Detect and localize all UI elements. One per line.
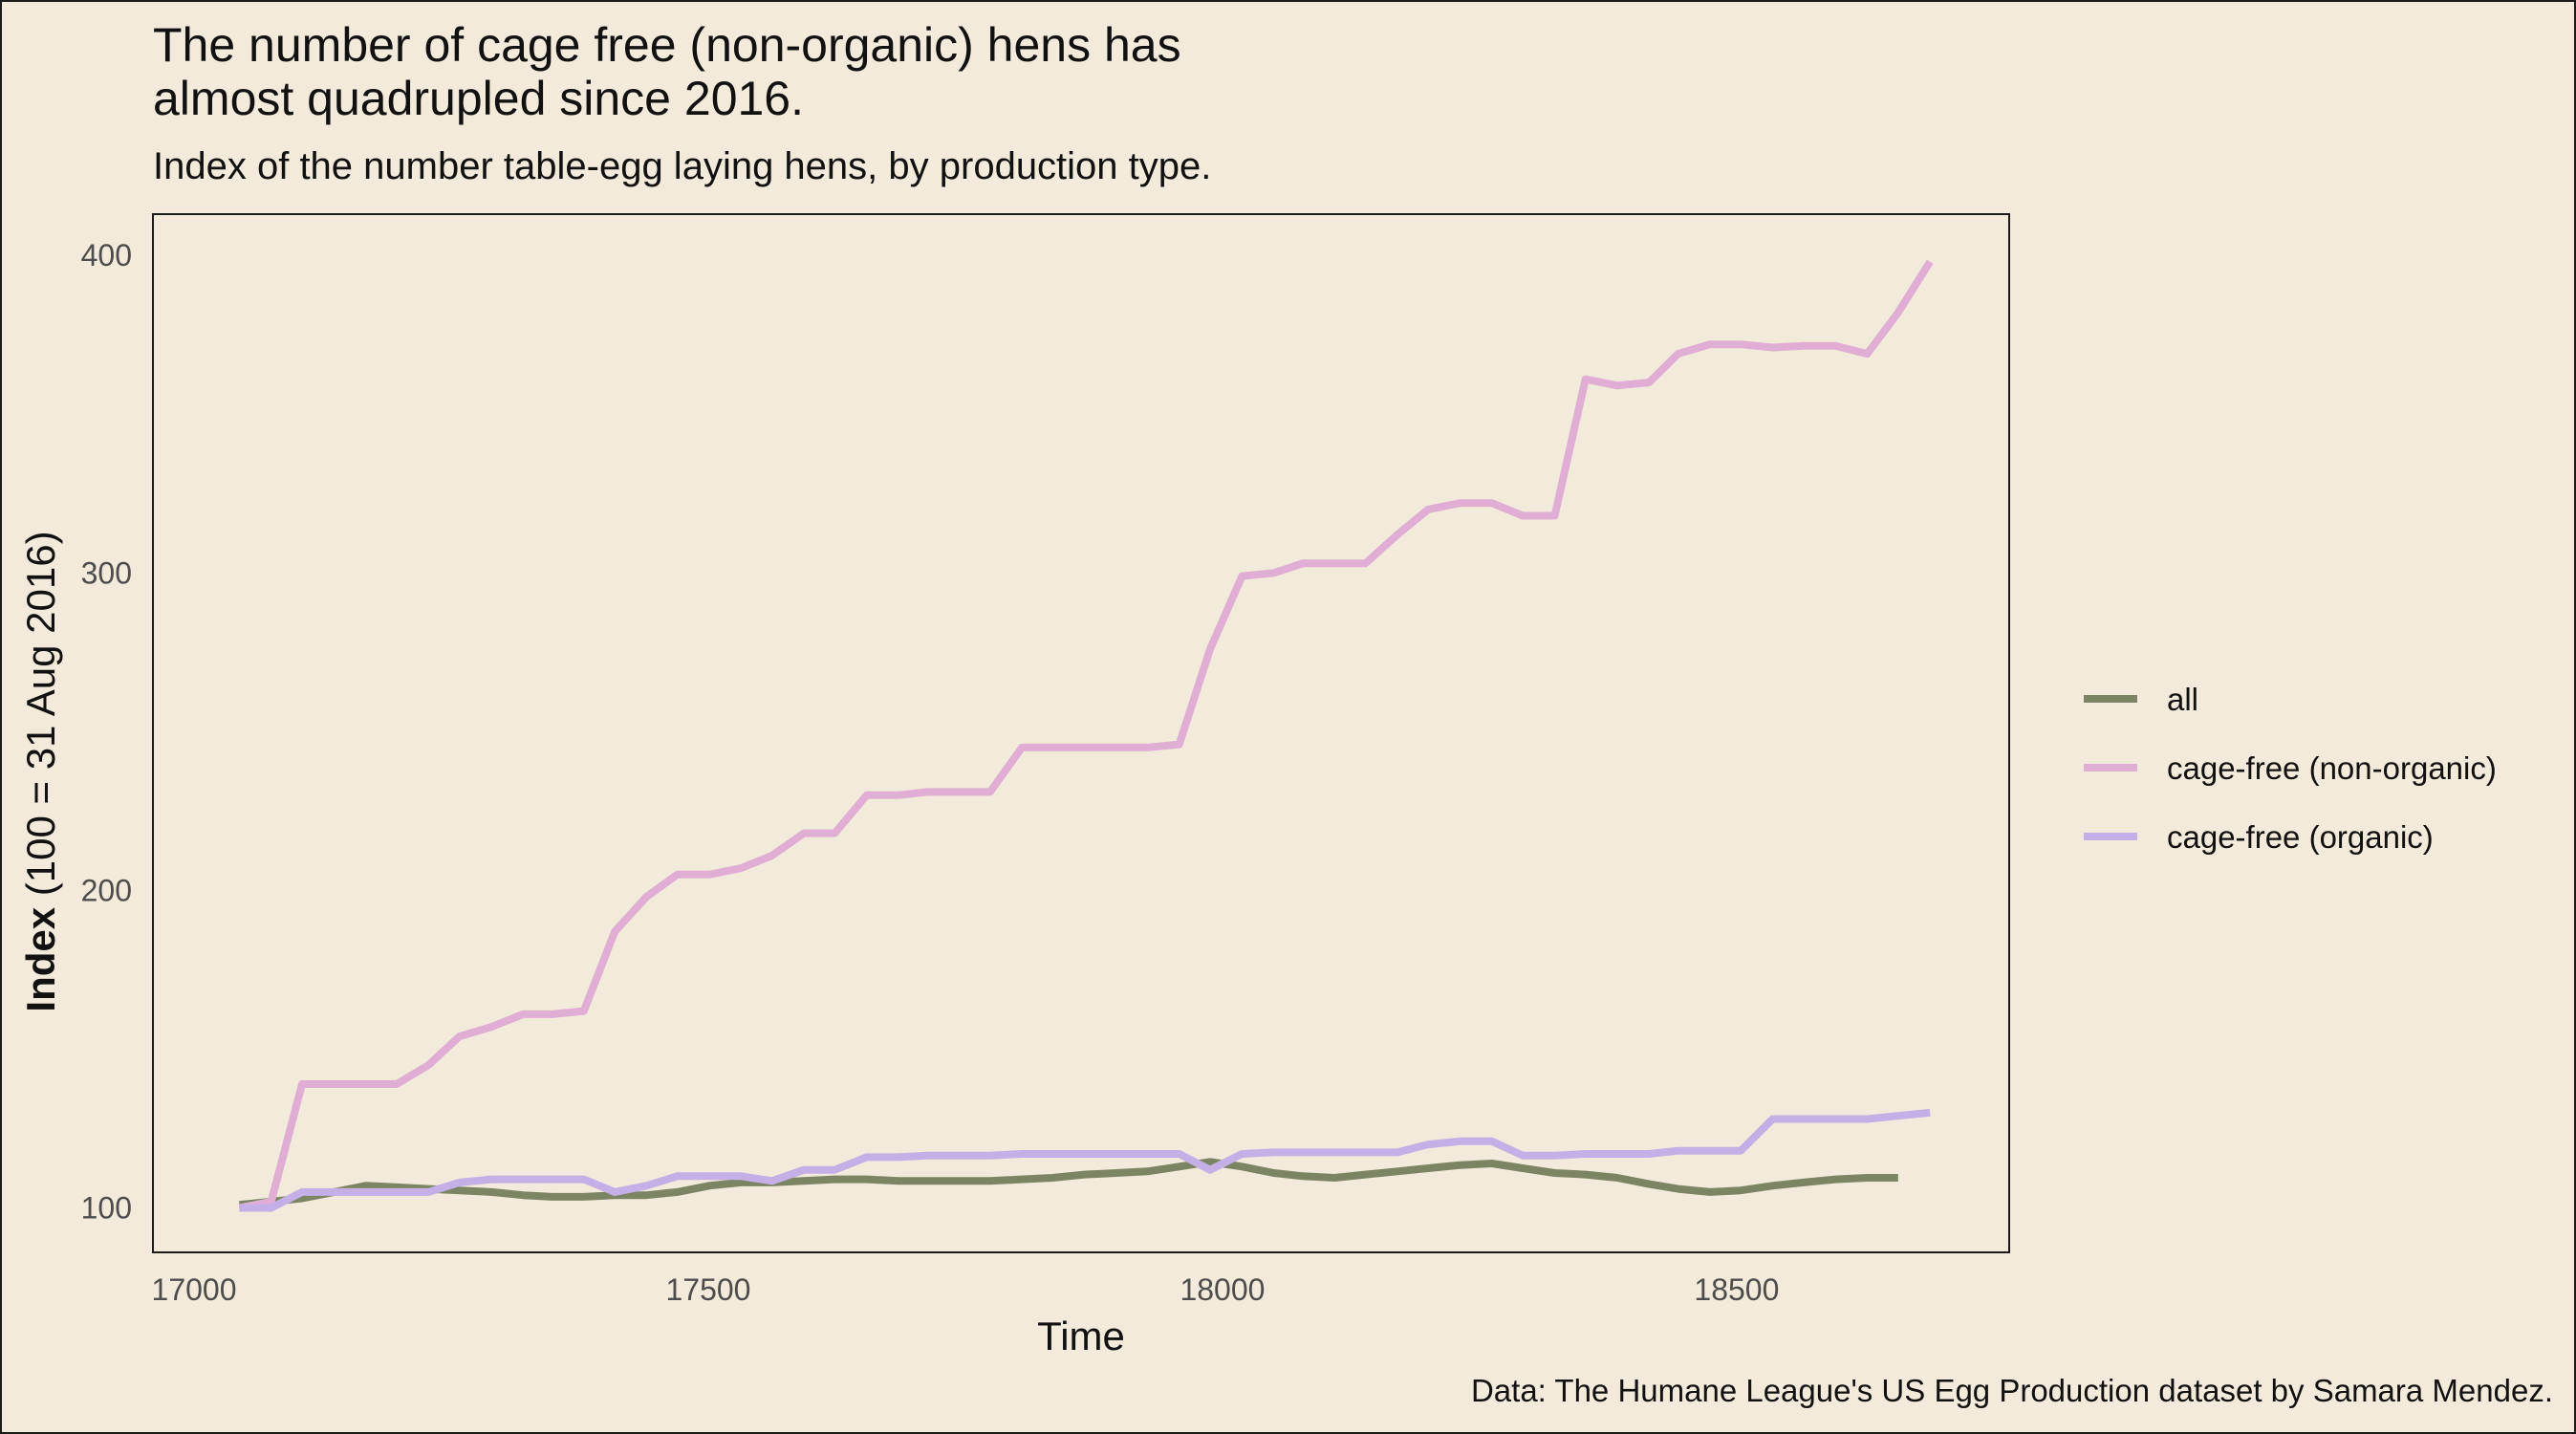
chart-title-line-1: The number of cage free (non-organic) he… [153,18,1181,72]
x-tick-label: 17000 [152,1272,237,1307]
legend: all cage-free (non-organic) cage-free (org… [2084,682,2497,855]
y-tick-label: 200 [81,873,132,907]
series-line-2 [239,1108,1931,1212]
x-tick-label: 17500 [665,1272,750,1307]
y-tick-label: 300 [81,555,132,590]
x-axis-label: Time [1037,1314,1125,1358]
legend-label-0: all [2167,682,2198,717]
y-axis-ticks: 100 200 300 400 [81,238,132,1225]
legend-label-1: cage-free (non-organic) [2167,750,2497,786]
y-axis-label: Index (100 = 31 Aug 2016) [18,531,63,1011]
x-tick-label: 18000 [1180,1272,1265,1307]
y-axis-label-bold: Index [18,906,63,1011]
chart-subtitle: Index of the number table-egg laying hen… [153,145,1212,187]
series-layer [238,259,1934,1212]
chart-title-line-2: almost quadrupled since 2016. [153,72,805,125]
legend-label-2: cage-free (organic) [2167,819,2434,855]
y-tick-label: 100 [81,1191,132,1226]
plot-panel [152,213,2010,1253]
x-tick-label: 18500 [1694,1272,1779,1307]
series-line-1 [238,259,1934,1212]
chart-caption: Data: The Humane League's US Egg Product… [1470,1373,2553,1408]
series-line-0 [239,1158,1898,1209]
x-axis-ticks: 17000 17500 18000 18500 [152,1272,1780,1307]
y-axis-label-rest: (100 = 31 Aug 2016) [18,531,63,906]
y-tick-label: 400 [81,238,132,272]
